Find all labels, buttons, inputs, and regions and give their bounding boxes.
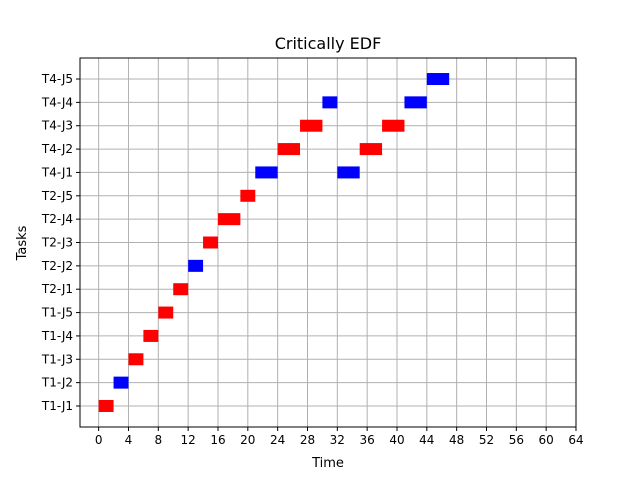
bar-t2-j1 xyxy=(173,283,189,296)
bar-t4-j4 xyxy=(322,96,338,109)
y-tick-label: T1-J1 xyxy=(41,399,73,413)
y-tick-label: T1-J2 xyxy=(41,376,73,390)
bar-t2-j4 xyxy=(217,213,241,226)
x-tick-label: 4 xyxy=(125,433,133,447)
bar-t4-j2 xyxy=(277,143,301,156)
y-tick-label: T4-J2 xyxy=(41,142,73,156)
y-tick-label: T2-J5 xyxy=(41,189,73,203)
x-tick-label: 52 xyxy=(479,433,494,447)
x-tick-label: 20 xyxy=(240,433,255,447)
y-axis-label: Tasks xyxy=(15,225,30,261)
x-tick-label: 44 xyxy=(419,433,434,447)
bar-t2-j3 xyxy=(203,236,218,249)
chart-title: Critically EDF xyxy=(275,34,382,53)
x-tick-label: 40 xyxy=(389,433,404,447)
bar-t1-j1 xyxy=(98,399,114,412)
grid-lines xyxy=(80,58,577,427)
y-tick-label: T4-J1 xyxy=(41,165,73,179)
bar-t2-j5 xyxy=(240,189,256,202)
bar-t1-j2 xyxy=(113,376,129,389)
y-tick-label: T1-J3 xyxy=(41,352,73,366)
x-tick-label: 24 xyxy=(270,433,285,447)
bar-t4-j3 xyxy=(300,119,323,132)
x-tick-label: 60 xyxy=(539,433,554,447)
x-tick-label: 28 xyxy=(300,433,315,447)
x-axis-label: Time xyxy=(311,456,344,471)
x-ticks: 0 4 8 12 16 20 24 28 32 36 40 44 48 52 56 60 64 xyxy=(95,427,584,447)
bar-t1-j4 xyxy=(143,329,159,342)
bar-t4-j4 xyxy=(404,96,427,109)
y-tick-label: T2-J4 xyxy=(41,212,73,226)
bars-group xyxy=(98,73,450,412)
bar-t1-j3 xyxy=(128,353,144,366)
bar-t4-j1 xyxy=(337,166,360,179)
bar-t4-j5 xyxy=(426,73,450,86)
y-tick-label: T4-J4 xyxy=(41,95,73,109)
y-tick-label: T2-J1 xyxy=(41,282,73,296)
y-tick-label: T1-J4 xyxy=(41,329,73,343)
x-tick-label: 12 xyxy=(181,433,196,447)
x-tick-label: 64 xyxy=(568,433,583,447)
y-tick-label: T2-J2 xyxy=(41,259,73,273)
y-tick-label: T4-J5 xyxy=(41,72,73,86)
bar-t4-j3 xyxy=(382,119,405,132)
y-tick-label: T1-J5 xyxy=(41,306,73,320)
x-tick-label: 36 xyxy=(360,433,375,447)
x-tick-label: 48 xyxy=(449,433,464,447)
x-tick-label: 16 xyxy=(210,433,225,447)
y-ticks: T1-J1 T1-J2 T1-J3 T1-J4 T1-J5 T2-J1 T2-J2 T2-J3… xyxy=(41,72,80,413)
y-tick-label: T4-J3 xyxy=(41,119,73,133)
x-tick-label: 8 xyxy=(154,433,162,447)
bar-t4-j1 xyxy=(255,166,278,179)
x-tick-label: 32 xyxy=(330,433,345,447)
x-tick-label: 56 xyxy=(509,433,524,447)
x-tick-label: 0 xyxy=(95,433,103,447)
y-tick-label: T2-J3 xyxy=(41,236,73,250)
bar-t4-j2 xyxy=(359,143,383,156)
bar-t2-j2 xyxy=(188,259,204,272)
bar-t1-j5 xyxy=(158,306,174,319)
